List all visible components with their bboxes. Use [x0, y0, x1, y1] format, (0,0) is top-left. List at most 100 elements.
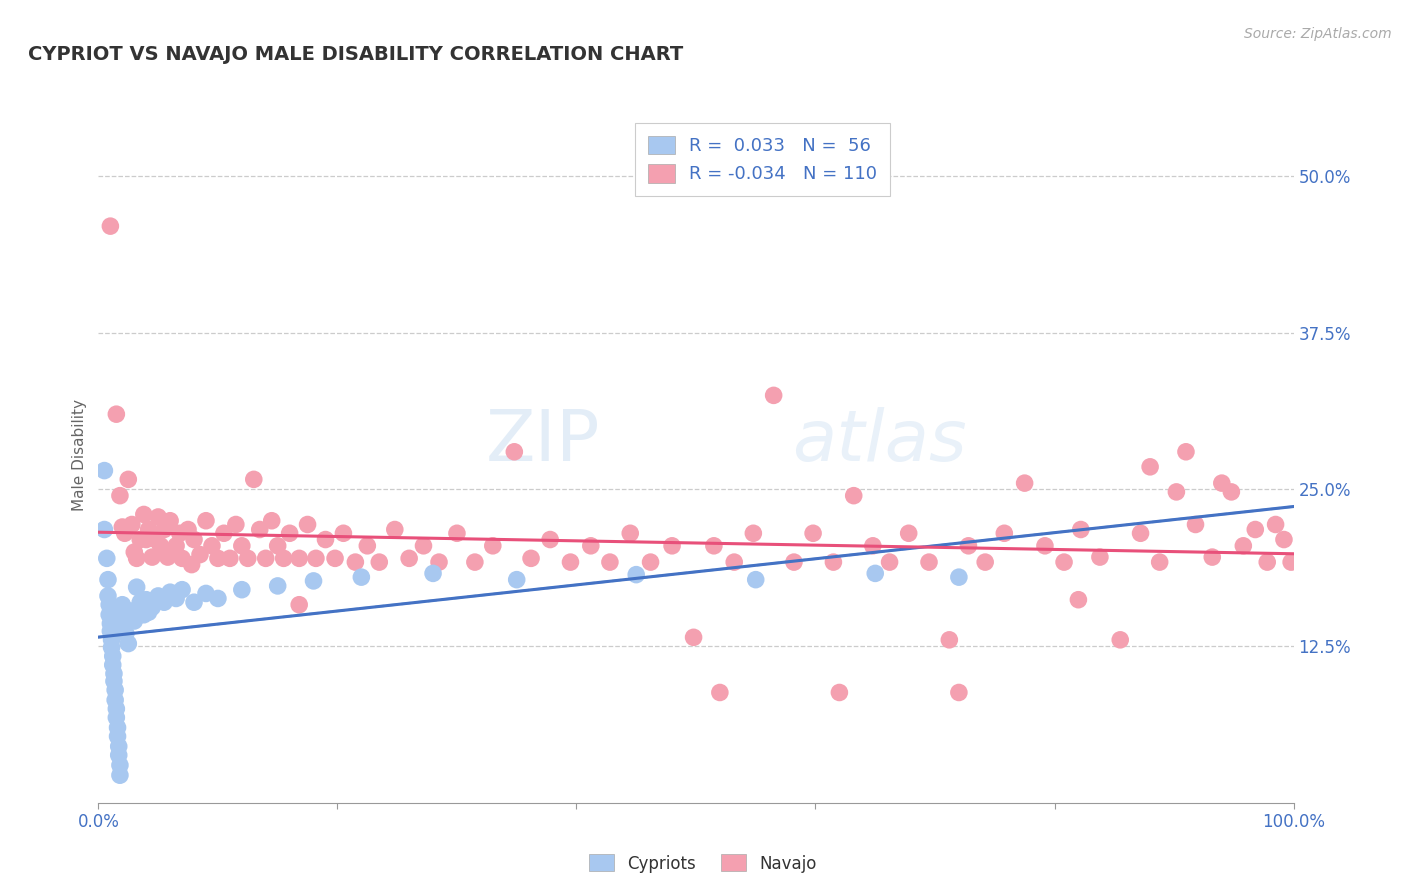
- Point: [93, 464, 115, 478]
- Point: [98, 616, 122, 631]
- Point: [1232, 539, 1254, 553]
- Point: [183, 533, 205, 547]
- Point: [863, 566, 887, 581]
- Point: [129, 533, 152, 547]
- Point: [159, 585, 181, 599]
- Legend: Cypriots, Navajo: Cypriots, Navajo: [582, 847, 824, 880]
- Point: [138, 523, 160, 537]
- Point: [267, 539, 290, 553]
- Point: [356, 539, 378, 553]
- Point: [560, 555, 582, 569]
- Point: [506, 573, 529, 587]
- Point: [101, 657, 124, 672]
- Point: [177, 523, 200, 537]
- Point: [124, 614, 146, 628]
- Point: [1088, 550, 1111, 565]
- Point: [288, 598, 311, 612]
- Point: [249, 523, 271, 537]
- Text: Source: ZipAtlas.com: Source: ZipAtlas.com: [1244, 27, 1392, 41]
- Point: [1149, 555, 1171, 569]
- Point: [1014, 476, 1036, 491]
- Point: [267, 579, 290, 593]
- Point: [948, 685, 970, 699]
- Point: [165, 539, 187, 553]
- Point: [149, 539, 172, 553]
- Point: [619, 526, 641, 541]
- Point: [1256, 555, 1278, 569]
- Point: [599, 555, 621, 569]
- Point: [1201, 550, 1223, 565]
- Point: [225, 517, 247, 532]
- Y-axis label: Male Disability: Male Disability: [72, 399, 87, 511]
- Point: [194, 514, 218, 528]
- Point: [862, 539, 884, 553]
- Point: [108, 768, 131, 782]
- Point: [938, 632, 960, 647]
- Point: [98, 219, 122, 234]
- Point: [172, 551, 194, 566]
- Point: [121, 517, 143, 532]
- Point: [114, 526, 136, 541]
- Point: [661, 539, 683, 553]
- Point: [974, 555, 997, 569]
- Point: [104, 693, 127, 707]
- Point: [823, 555, 845, 569]
- Point: [117, 472, 139, 486]
- Point: [1033, 539, 1056, 553]
- Point: [288, 551, 311, 566]
- Point: [135, 533, 157, 547]
- Point: [97, 573, 120, 587]
- Point: [117, 637, 139, 651]
- Point: [520, 551, 543, 566]
- Point: [148, 589, 170, 603]
- Text: atlas: atlas: [792, 407, 966, 475]
- Point: [323, 551, 346, 566]
- Point: [682, 630, 704, 644]
- Point: [101, 649, 124, 664]
- Point: [180, 558, 202, 572]
- Point: [918, 555, 941, 569]
- Point: [1175, 444, 1198, 458]
- Point: [105, 407, 128, 421]
- Point: [481, 539, 505, 553]
- Point: [141, 600, 163, 615]
- Point: [384, 523, 406, 537]
- Point: [103, 666, 125, 681]
- Point: [801, 526, 824, 541]
- Point: [105, 702, 128, 716]
- Point: [1244, 523, 1267, 537]
- Point: [1053, 555, 1076, 569]
- Point: [188, 548, 211, 562]
- Legend: R =  0.033   N =  56, R = -0.034   N = 110: R = 0.033 N = 56, R = -0.034 N = 110: [636, 123, 890, 196]
- Point: [145, 533, 167, 547]
- Point: [446, 526, 468, 541]
- Point: [125, 551, 148, 566]
- Point: [138, 605, 160, 619]
- Point: [97, 589, 120, 603]
- Point: [640, 555, 662, 569]
- Point: [207, 591, 229, 606]
- Point: [254, 551, 277, 566]
- Point: [243, 472, 266, 486]
- Point: [1264, 517, 1286, 532]
- Point: [538, 533, 561, 547]
- Point: [703, 539, 725, 553]
- Point: [783, 555, 806, 569]
- Point: [745, 573, 768, 587]
- Point: [100, 632, 122, 647]
- Point: [108, 758, 131, 772]
- Point: [96, 551, 118, 566]
- Point: [1272, 533, 1295, 547]
- Point: [626, 567, 648, 582]
- Point: [201, 539, 224, 553]
- Point: [709, 685, 731, 699]
- Point: [368, 555, 391, 569]
- Point: [104, 683, 127, 698]
- Point: [412, 539, 434, 553]
- Point: [1129, 526, 1152, 541]
- Point: [231, 539, 253, 553]
- Point: [111, 598, 134, 612]
- Point: [948, 570, 970, 584]
- Point: [957, 539, 980, 553]
- Point: [105, 710, 128, 724]
